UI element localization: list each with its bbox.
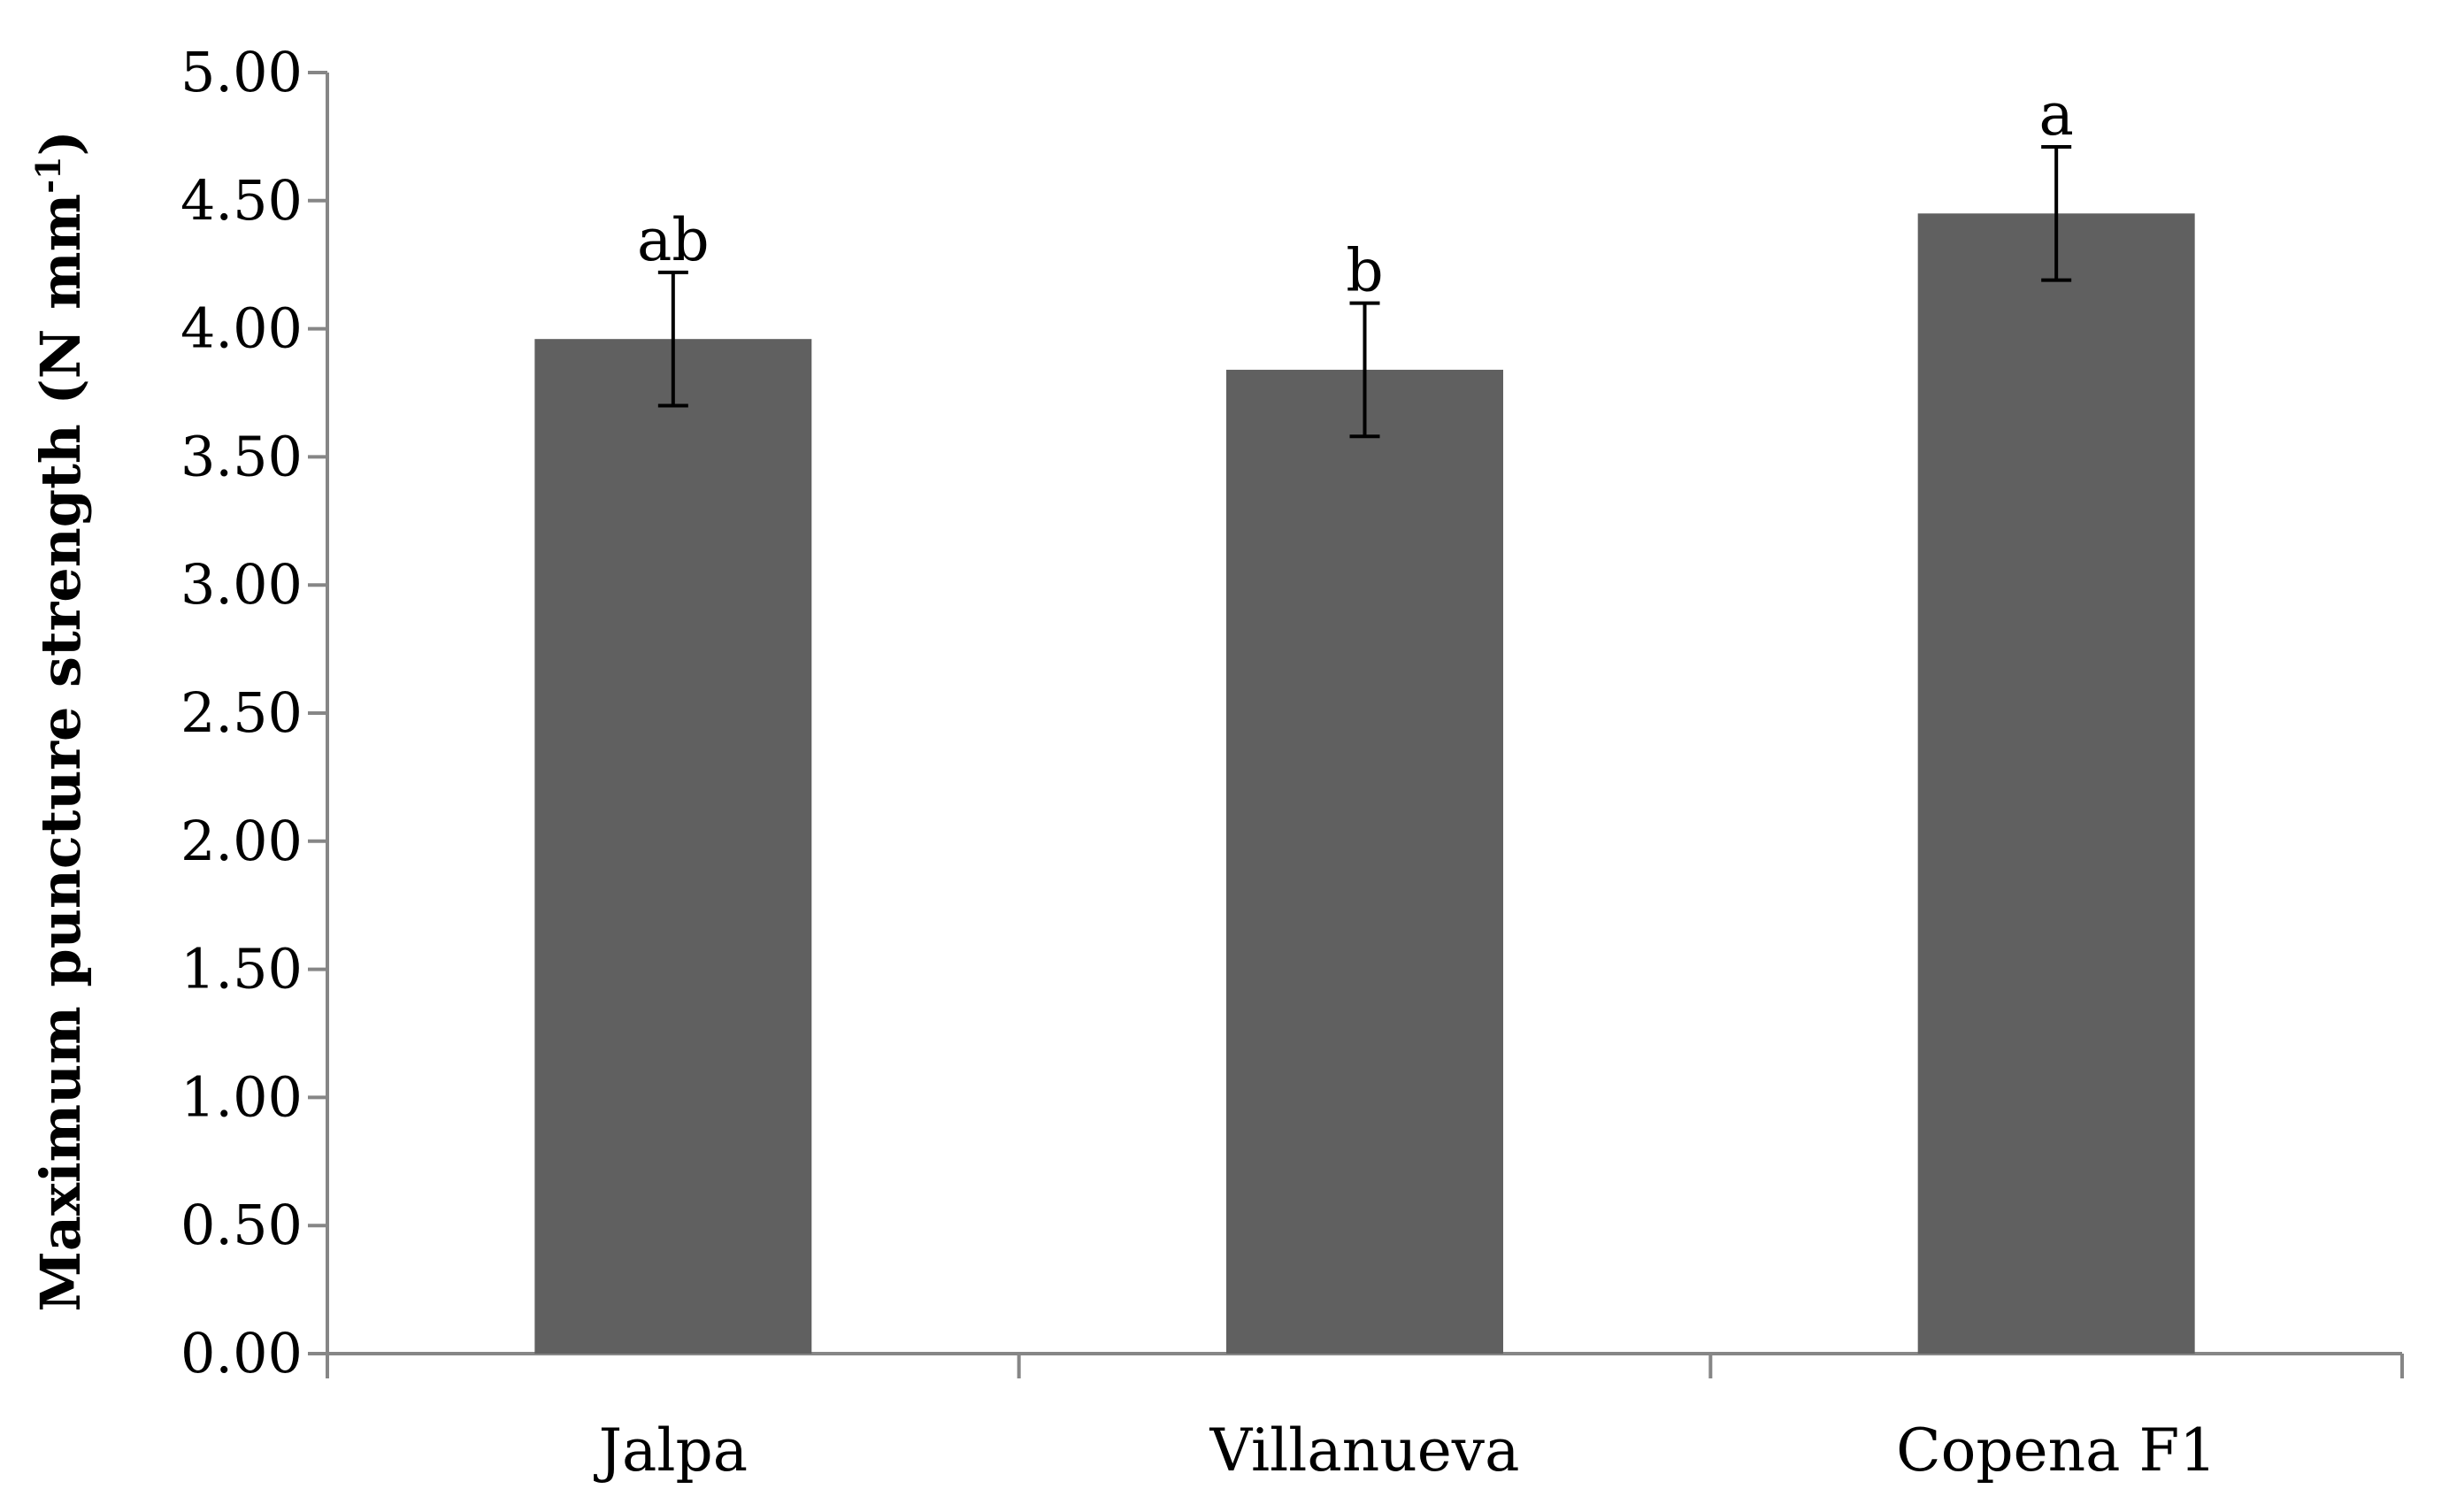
- y-tick-label: 3.00: [180, 552, 303, 617]
- y-axis-title-superscript: -1: [28, 157, 68, 194]
- y-axis-title-main: Maximum puncture strength (N mm: [28, 194, 93, 1312]
- y-tick-label: 4.50: [180, 168, 303, 233]
- bar: [534, 339, 812, 1355]
- significance-label: b: [1346, 237, 1383, 305]
- y-axis-title-suffix: ): [28, 130, 93, 156]
- y-tick-label: 5.00: [180, 40, 303, 104]
- y-tick-label: 0.50: [180, 1193, 303, 1257]
- bar: [1917, 213, 2195, 1354]
- y-tick-label: 1.00: [180, 1064, 303, 1129]
- y-tick-label: 4.00: [180, 296, 303, 361]
- y-tick-label: 0.00: [180, 1321, 303, 1385]
- y-axis-title-group: Maximum puncture strength (N mm-1): [28, 130, 93, 1312]
- axes-layer: 0.00 0.50 1.00 1.50 2.00 2.50 3.00 3.50 4.00 4.50…: [180, 40, 2404, 1385]
- y-tick-label: 2.00: [180, 809, 303, 873]
- y-tick-label: 2.50: [180, 680, 303, 745]
- bars-layer: [534, 213, 2195, 1355]
- significance-label: a: [2038, 81, 2073, 149]
- significance-label: ab: [637, 206, 710, 274]
- x-category-label: Villanueva: [1209, 1416, 1520, 1485]
- x-category-label: Jalpa: [594, 1416, 749, 1485]
- error-bars-layer: [657, 144, 2072, 439]
- labels-layer: ab Jalpa b Villanueva a Copena F1: [594, 81, 2217, 1485]
- y-tick-label: 1.50: [180, 937, 303, 1002]
- bar: [1226, 369, 1503, 1354]
- y-axis-title: Maximum puncture strength (N mm-1): [28, 130, 93, 1312]
- y-tick-label: 3.50: [180, 424, 303, 488]
- x-category-label: Copena F1: [1896, 1416, 2216, 1485]
